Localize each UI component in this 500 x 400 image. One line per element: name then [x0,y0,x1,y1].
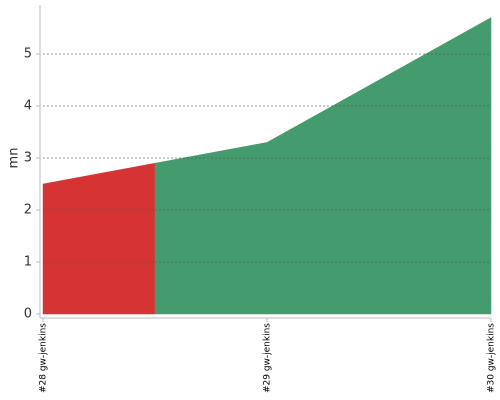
x-tick-label: #28 gw-jenkins [39,323,49,393]
y-tick-label: 1 [24,255,32,270]
y-tick-label: 5 [24,47,32,62]
y-tick-label: 2 [24,203,32,218]
area-segment [42,162,156,315]
y-tick-label: 4 [24,99,32,114]
y-tick-label: 3 [24,151,32,166]
y-tick-label: 0 [24,307,32,322]
x-tick-label: #30 gw-jenkins [487,323,497,393]
x-tick-label: #29 gw-jenkins [263,323,273,393]
y-axis-label: mn [7,148,22,169]
area-segment [378,17,492,315]
area-segment [154,79,380,315]
